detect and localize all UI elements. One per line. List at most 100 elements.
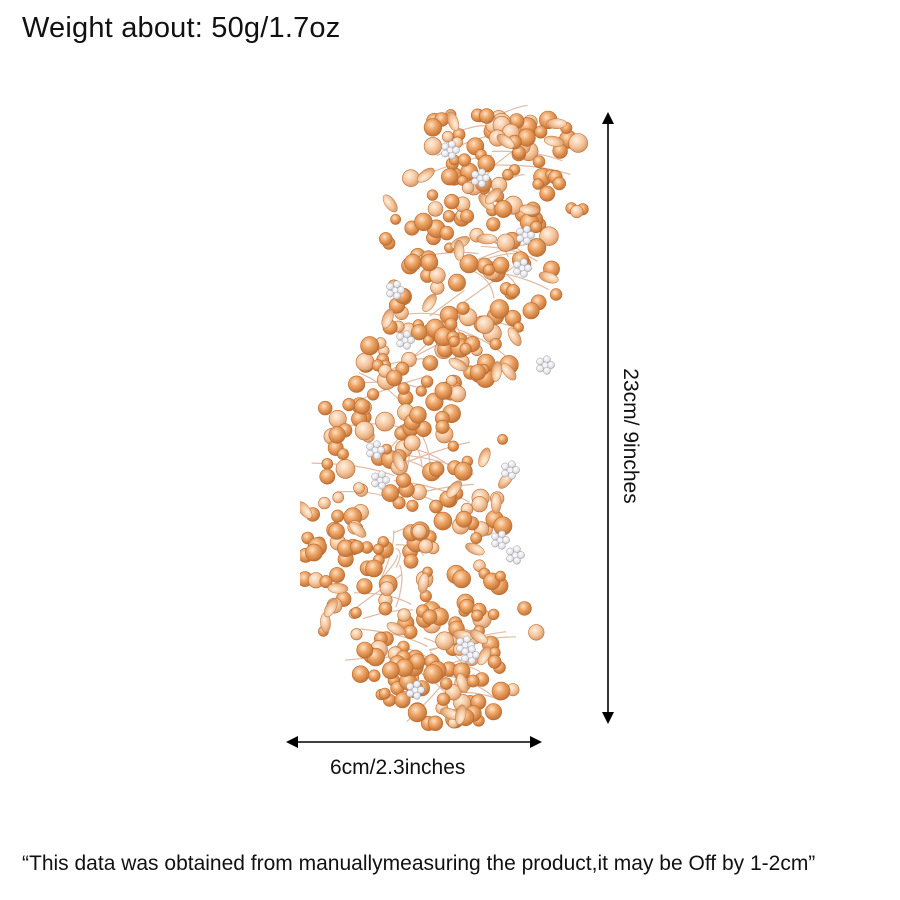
crystal-stone [477,154,496,173]
crystal-stone [441,168,459,186]
crystal-stone [354,421,375,441]
crystal-stone [568,133,589,153]
crystal-stone [448,273,466,292]
crystal-stone [486,217,501,232]
crystal-stone [429,461,445,477]
crystal-stone [402,169,420,187]
crystal-stone [494,200,513,218]
crystal-stone [479,108,495,124]
teardrop-crystal [546,118,567,130]
teardrop-crystal [501,363,517,381]
crystal-stone [350,607,362,619]
teardrop-crystal [456,673,469,694]
rhinestone-flower [386,280,405,300]
crystal-stone [444,193,460,210]
teardrop-crystal [300,501,313,519]
crystal-stone [469,364,486,381]
crystal-stone [482,263,495,276]
crystal-stone [356,578,373,595]
crystal-stone [407,702,427,723]
rhinestone-flower [491,530,510,550]
crystal-stone [382,661,400,680]
crystal-stone [353,482,365,494]
crystal-stone [411,324,428,341]
teardrop-crystal [519,204,540,216]
crystal-stone [356,641,374,659]
crystal-stone [487,654,502,669]
crystal-stone [385,369,403,387]
crystal-stone [489,338,502,351]
crystal-stone [522,302,540,320]
crystal-stone [527,238,547,257]
crystal-stone [517,601,532,616]
crystal-stone [570,204,584,219]
teardrop-crystal [417,573,430,594]
crystal-stone [497,433,508,445]
crystal-stone [435,631,454,651]
crystal-stone [429,499,443,514]
crystal-stone [390,214,401,225]
crystal-stone [436,692,450,706]
crystal-stone [335,459,356,479]
rhinestone-flower [536,355,555,375]
crystal-stone [449,385,467,403]
crystal-stone [378,687,391,700]
crystal-stone [459,342,472,356]
crystal-stone [360,336,380,356]
crystal-stone [440,677,453,690]
crystal-stone [355,352,375,372]
crystal-stone [489,299,510,319]
crystal-stone [444,317,458,331]
crystal-stone [549,288,563,301]
crystal-stone [354,398,370,415]
crystal-stone [552,176,566,191]
teardrop-crystal [491,361,503,382]
crystal-stone [434,381,453,400]
crystal-stone [368,669,381,682]
teardrop-crystal [538,271,559,284]
teardrop-crystal [469,629,488,644]
crystal-stone [471,609,484,622]
teardrop-crystal [507,327,522,347]
crystal-stone [491,681,511,701]
crystal-stone [455,510,473,528]
crystal-stone [423,664,443,684]
teardrop-crystal [446,111,460,132]
crystal-stone [418,538,434,554]
crystal-stone [534,125,548,139]
crystal-stone [426,189,439,201]
teardrop-crystal [453,240,465,261]
crystal-stone [381,484,400,502]
crystal-stone [528,624,545,641]
crystal-stone [420,375,434,388]
rhinestone-flower [516,225,535,245]
crystal-stone [459,598,475,615]
crystal-stone [435,419,450,434]
crystal-stone [332,491,345,504]
teardrop-crystal [476,233,498,245]
teardrop-crystal [422,293,437,312]
crystal-stone [342,398,356,412]
crystal-stone [406,499,419,512]
teardrop-crystal [465,542,485,556]
crystal-stone [305,543,323,562]
crystal-stone [475,315,495,334]
teardrop-crystal [416,167,435,183]
crystal-stone [404,253,422,272]
crystal-stone [461,181,475,195]
teardrop-crystal [478,447,491,468]
crystal-stone [397,382,410,395]
crystal-stone [350,540,364,554]
crystal-stone [422,355,439,371]
rhinestone-flower [471,168,490,188]
teardrop-crystal [477,646,491,666]
crystal-stone [378,601,393,616]
teardrop-crystal [446,480,462,498]
teardrop-crystal [392,451,405,471]
rhinestone-flower [396,330,415,350]
crystal-stone [372,543,384,555]
rhinestone-flower [501,460,520,480]
crystal-stone [532,178,544,190]
teardrop-crystal [382,194,398,213]
crystal-stone [375,411,395,432]
